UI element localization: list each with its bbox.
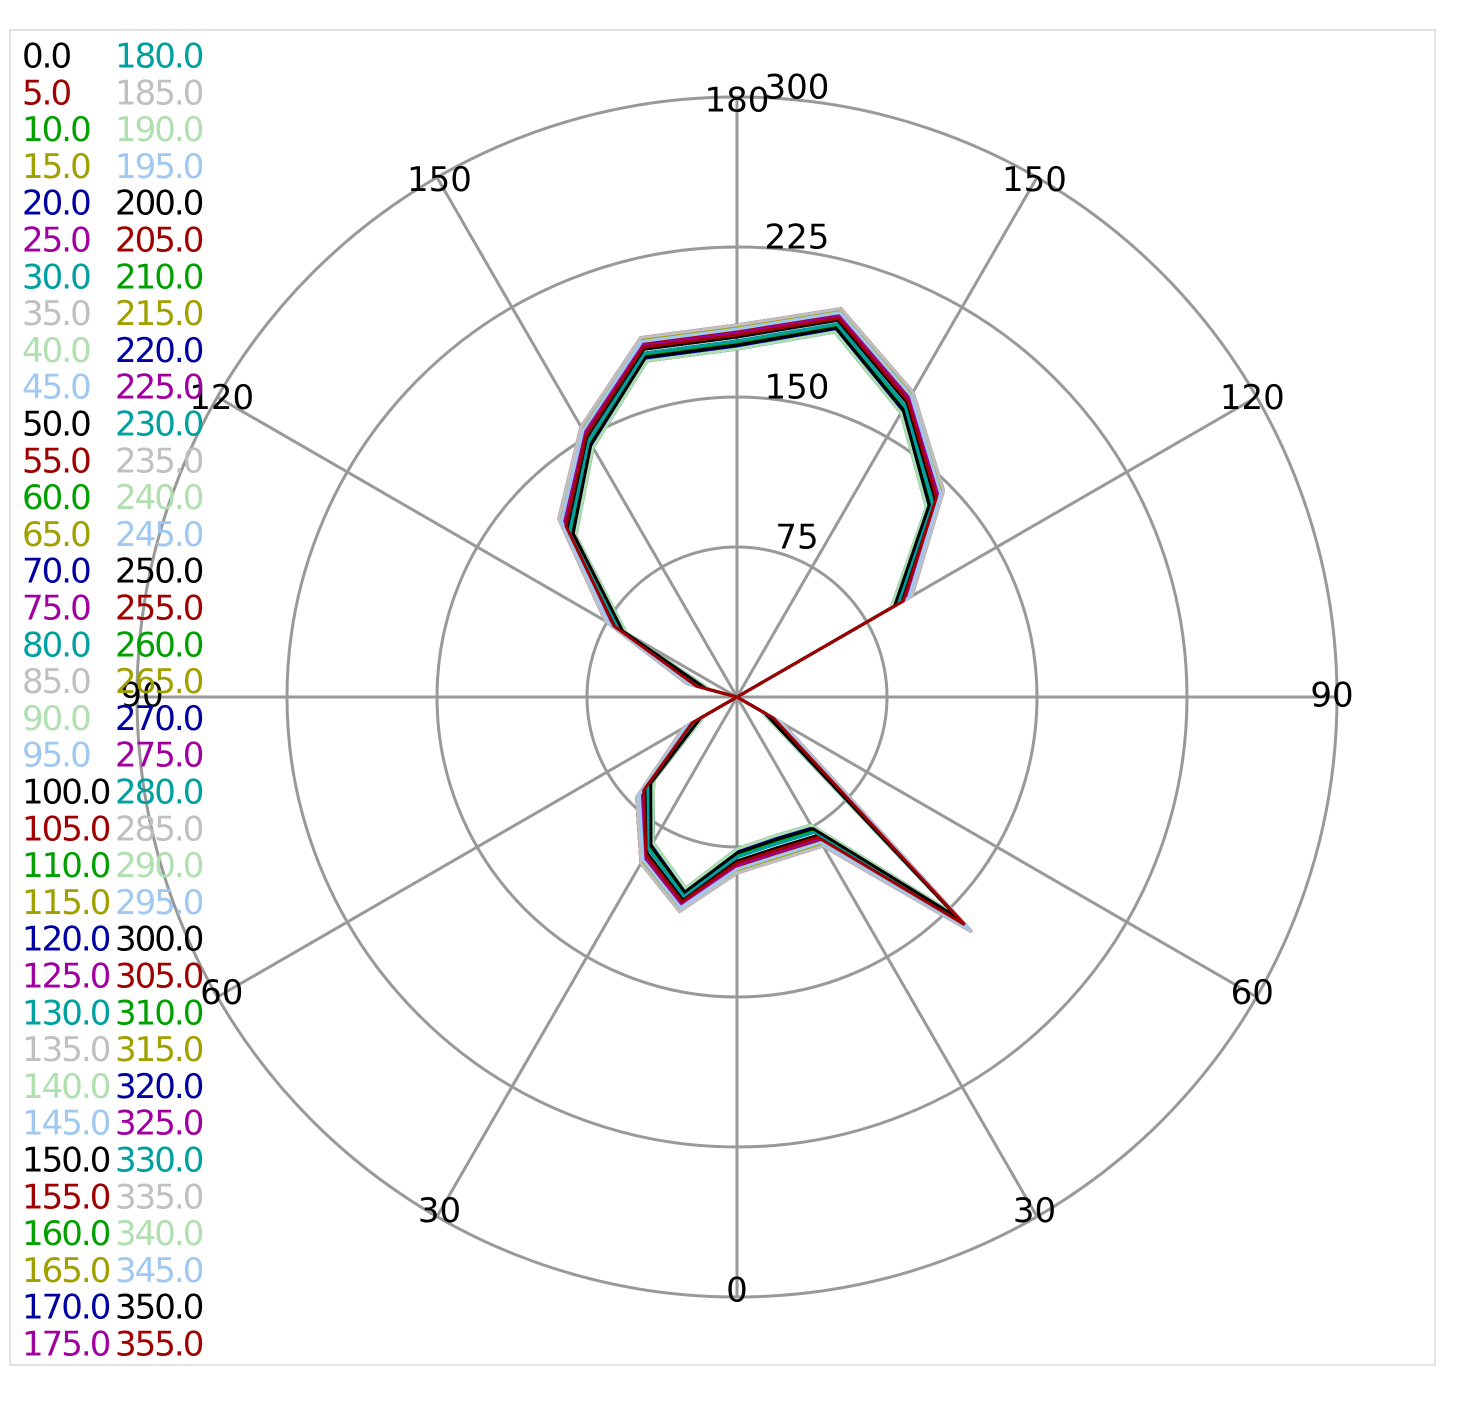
legend-label: 125.0 <box>22 957 110 997</box>
legend-label: 310.0 <box>115 993 203 1033</box>
legend-label: 230.0 <box>115 405 203 445</box>
legend-label: 55.0 <box>22 441 90 481</box>
radius-tick-label: 150 <box>765 368 830 408</box>
angle-tick-label: 150 <box>1002 160 1067 200</box>
legend-label: 160.0 <box>22 1214 110 1254</box>
legend-label: 170.0 <box>22 1288 110 1328</box>
legend-label: 220.0 <box>115 331 203 371</box>
legend-label: 265.0 <box>115 662 203 702</box>
legend-label: 330.0 <box>115 1141 203 1181</box>
legend-label: 285.0 <box>115 809 203 849</box>
angle-tick-label: 60 <box>200 973 243 1013</box>
angle-tick-label: 30 <box>418 1191 461 1231</box>
radius-tick-label: 75 <box>775 518 818 558</box>
legend-label: 210.0 <box>115 257 203 297</box>
legend-label: 40.0 <box>22 331 90 371</box>
legend-label: 165.0 <box>22 1251 110 1291</box>
angle-tick-label: 60 <box>1231 973 1274 1013</box>
angle-tick-label: 180 <box>705 81 770 121</box>
legend-label: 225.0 <box>115 368 203 408</box>
legend-label: 355.0 <box>115 1325 203 1365</box>
angle-tick-label: 120 <box>1220 378 1285 418</box>
legend-label: 90.0 <box>22 699 90 739</box>
legend-label: 135.0 <box>22 1030 110 1070</box>
legend-label: 80.0 <box>22 625 90 665</box>
legend-label: 155.0 <box>22 1177 110 1217</box>
series-line <box>571 326 959 919</box>
radius-tick-label: 225 <box>765 218 830 258</box>
legend-label: 120.0 <box>22 920 110 960</box>
legend-label: 85.0 <box>22 662 90 702</box>
legend-label: 250.0 <box>115 552 203 592</box>
legend-label: 140.0 <box>22 1067 110 1107</box>
legend-label: 235.0 <box>115 441 203 481</box>
legend-label: 20.0 <box>22 184 90 224</box>
angle-tick-label: 90 <box>120 676 163 716</box>
legend-label: 50.0 <box>22 405 90 445</box>
legend-label: 305.0 <box>115 957 203 997</box>
legend-label: 25.0 <box>22 221 90 261</box>
radius-tick-label: 300 <box>765 68 830 108</box>
angle-tick-label: 0 <box>726 1271 748 1311</box>
legend-label: 215.0 <box>115 294 203 334</box>
legend-label: 0.0 <box>22 37 70 77</box>
legend-label: 275.0 <box>115 736 203 776</box>
legend-label: 350.0 <box>115 1288 203 1328</box>
angle-tick-label: 90 <box>1310 676 1353 716</box>
legend-label: 245.0 <box>115 515 203 555</box>
legend-label: 340.0 <box>115 1214 203 1254</box>
grid-spoke <box>216 395 738 699</box>
legend-label: 185.0 <box>115 73 203 113</box>
legend-label: 295.0 <box>115 883 203 923</box>
legend-label: 270.0 <box>115 699 203 739</box>
legend-label: 180.0 <box>115 37 203 77</box>
legend-label: 5.0 <box>22 73 70 113</box>
legend-label: 205.0 <box>115 221 203 261</box>
legend-label: 320.0 <box>115 1067 203 1107</box>
legend-label: 75.0 <box>22 589 90 629</box>
legend-label: 30.0 <box>22 257 90 297</box>
angle-tick-label: 120 <box>189 378 254 418</box>
grid-spoke <box>735 696 1039 1218</box>
legend-label: 290.0 <box>115 846 203 886</box>
legend-label: 95.0 <box>22 736 90 776</box>
legend-label: 70.0 <box>22 552 90 592</box>
legend-label: 105.0 <box>22 809 110 849</box>
series-line <box>564 316 966 926</box>
legend-label: 280.0 <box>115 773 203 813</box>
legend-label: 315.0 <box>115 1030 203 1070</box>
legend-label: 195.0 <box>115 147 203 187</box>
legend-label: 35.0 <box>22 294 90 334</box>
legend-label: 45.0 <box>22 368 90 408</box>
legend-label: 190.0 <box>115 110 203 150</box>
legend-label: 10.0 <box>22 110 90 150</box>
legend-label: 255.0 <box>115 589 203 629</box>
legend-label: 100.0 <box>22 773 110 813</box>
legend-label: 200.0 <box>115 184 203 224</box>
angle-tick-label: 150 <box>407 160 472 200</box>
legend-label: 130.0 <box>22 993 110 1033</box>
legend-label: 145.0 <box>22 1104 110 1144</box>
legend-label: 175.0 <box>22 1325 110 1365</box>
legend-label: 110.0 <box>22 846 110 886</box>
legend-label: 325.0 <box>115 1104 203 1144</box>
legend-label: 115.0 <box>22 883 110 923</box>
angle-tick-label: 30 <box>1013 1191 1056 1231</box>
legend-label: 300.0 <box>115 920 203 960</box>
legend-label: 335.0 <box>115 1177 203 1217</box>
legend-label: 150.0 <box>22 1141 110 1181</box>
legend-label: 65.0 <box>22 515 90 555</box>
legend-label: 15.0 <box>22 147 90 187</box>
legend-label: 60.0 <box>22 478 90 518</box>
legend-label: 260.0 <box>115 625 203 665</box>
grid-spoke <box>216 695 738 999</box>
legend-label: 345.0 <box>115 1251 203 1291</box>
legend-label: 240.0 <box>115 478 203 518</box>
grid-spoke <box>735 176 1039 698</box>
grid-spoke <box>736 695 1258 999</box>
grid-spoke <box>435 696 739 1218</box>
